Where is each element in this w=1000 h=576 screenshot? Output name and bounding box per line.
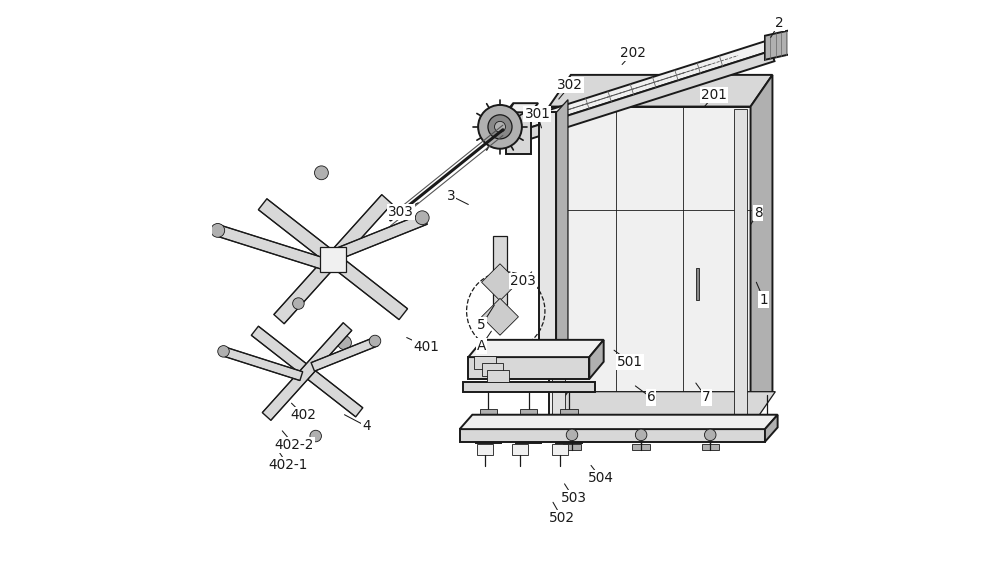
Text: 402: 402 bbox=[290, 408, 316, 422]
Text: 203: 203 bbox=[510, 274, 536, 288]
Polygon shape bbox=[765, 28, 802, 60]
Polygon shape bbox=[262, 323, 352, 420]
Circle shape bbox=[369, 335, 381, 347]
Text: 6: 6 bbox=[647, 391, 655, 404]
Circle shape bbox=[310, 430, 321, 442]
Text: A: A bbox=[477, 339, 486, 353]
Bar bbox=[520, 409, 537, 419]
Polygon shape bbox=[506, 103, 538, 112]
Polygon shape bbox=[251, 326, 363, 417]
Polygon shape bbox=[258, 199, 408, 320]
Text: 201: 201 bbox=[701, 88, 727, 102]
Circle shape bbox=[211, 223, 225, 237]
Bar bbox=[552, 109, 565, 420]
Polygon shape bbox=[765, 415, 778, 442]
Text: 3: 3 bbox=[447, 189, 455, 203]
Bar bbox=[734, 109, 747, 420]
Circle shape bbox=[704, 429, 716, 441]
Bar bbox=[476, 419, 501, 429]
Polygon shape bbox=[337, 214, 427, 259]
Polygon shape bbox=[549, 107, 751, 423]
Text: 7: 7 bbox=[702, 391, 711, 404]
Polygon shape bbox=[506, 40, 771, 134]
Circle shape bbox=[293, 298, 304, 309]
Circle shape bbox=[218, 346, 229, 357]
Bar bbox=[487, 370, 509, 382]
Polygon shape bbox=[311, 338, 378, 371]
Bar bbox=[482, 363, 503, 376]
Text: 502: 502 bbox=[549, 511, 575, 525]
Bar bbox=[477, 444, 493, 455]
Polygon shape bbox=[482, 264, 518, 301]
Bar bbox=[556, 419, 582, 429]
Circle shape bbox=[415, 211, 429, 225]
Bar bbox=[552, 444, 568, 455]
Bar bbox=[493, 236, 507, 305]
Bar bbox=[696, 268, 699, 300]
Text: 301: 301 bbox=[525, 107, 550, 121]
Bar bbox=[516, 429, 541, 443]
Text: 1: 1 bbox=[759, 293, 768, 306]
Bar bbox=[632, 444, 650, 450]
Circle shape bbox=[315, 166, 328, 180]
Text: 503: 503 bbox=[561, 491, 587, 505]
Text: 8: 8 bbox=[754, 206, 762, 220]
Bar bbox=[480, 409, 497, 419]
Text: 303: 303 bbox=[388, 205, 414, 219]
Bar bbox=[556, 429, 582, 443]
Text: 401: 401 bbox=[413, 340, 439, 354]
Text: 402-1: 402-1 bbox=[268, 458, 308, 472]
Polygon shape bbox=[546, 392, 775, 423]
Text: 202: 202 bbox=[620, 46, 645, 60]
Circle shape bbox=[566, 429, 578, 441]
Bar bbox=[563, 444, 581, 450]
Polygon shape bbox=[468, 340, 604, 357]
Bar bbox=[320, 247, 346, 272]
Circle shape bbox=[635, 429, 647, 441]
Circle shape bbox=[495, 122, 505, 132]
Polygon shape bbox=[216, 225, 329, 271]
Polygon shape bbox=[589, 340, 604, 379]
Bar bbox=[539, 112, 556, 366]
Bar bbox=[758, 415, 775, 422]
Text: 302: 302 bbox=[557, 78, 583, 92]
Polygon shape bbox=[506, 112, 531, 154]
Circle shape bbox=[338, 336, 351, 350]
Text: 2: 2 bbox=[775, 16, 784, 30]
Polygon shape bbox=[509, 51, 774, 145]
Bar bbox=[516, 419, 541, 429]
Text: 5: 5 bbox=[477, 319, 486, 332]
Text: 402-2: 402-2 bbox=[274, 438, 313, 452]
Bar bbox=[512, 444, 528, 455]
Polygon shape bbox=[468, 357, 589, 379]
Circle shape bbox=[488, 115, 512, 139]
Bar bbox=[476, 429, 501, 443]
Polygon shape bbox=[460, 429, 765, 442]
Polygon shape bbox=[556, 100, 568, 366]
Bar bbox=[702, 444, 719, 450]
Polygon shape bbox=[751, 75, 772, 423]
Bar bbox=[560, 409, 578, 419]
Bar bbox=[474, 356, 496, 369]
Text: 501: 501 bbox=[617, 355, 643, 369]
Text: 504: 504 bbox=[588, 471, 614, 485]
Circle shape bbox=[478, 105, 522, 149]
Polygon shape bbox=[274, 195, 392, 324]
Text: 4: 4 bbox=[362, 419, 371, 433]
Polygon shape bbox=[222, 347, 303, 381]
Polygon shape bbox=[460, 415, 778, 429]
Polygon shape bbox=[463, 382, 595, 392]
Polygon shape bbox=[482, 298, 518, 335]
Polygon shape bbox=[549, 75, 772, 107]
